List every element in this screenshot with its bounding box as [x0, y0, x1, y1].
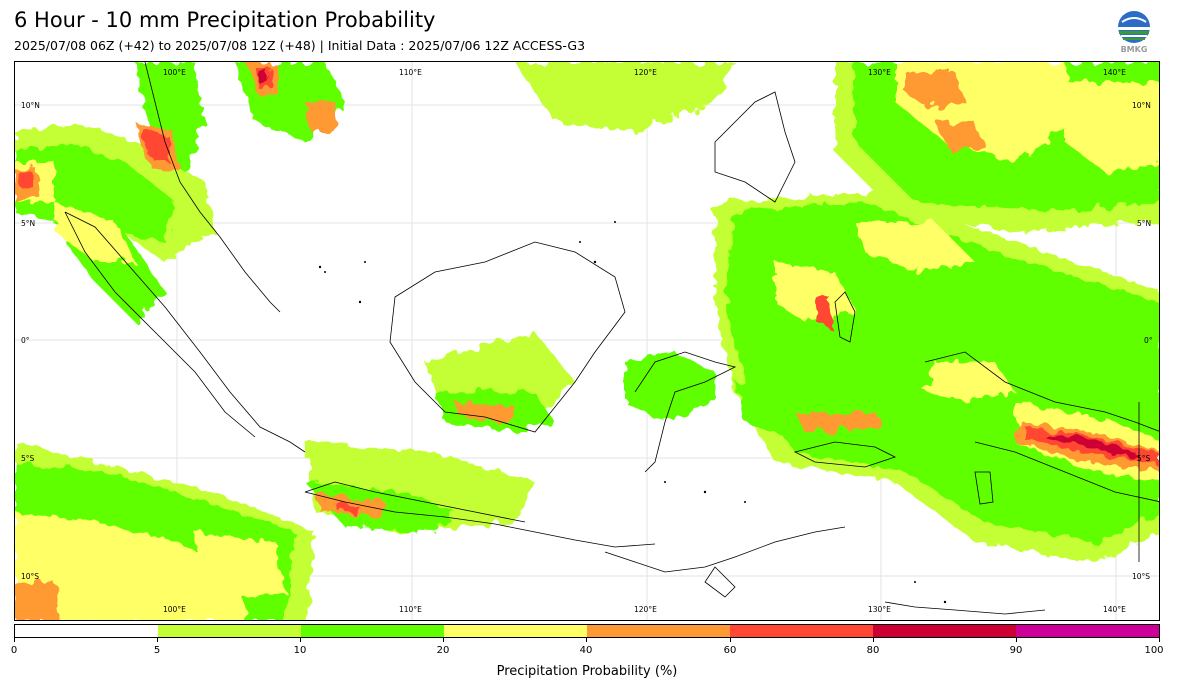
lon-label-top: 140°E [1103, 68, 1126, 77]
lat-label-right: 0° [1144, 336, 1153, 345]
colorbar-tick [300, 638, 301, 642]
colorbar-tick [586, 638, 587, 642]
lon-label-top: 110°E [399, 68, 422, 77]
colorbar-tick-label: 5 [153, 645, 161, 656]
colorbar-tick-label: 60 [723, 645, 737, 656]
lon-label-top: 130°E [868, 68, 891, 77]
small-islands [318, 221, 947, 604]
colorbar-segment [444, 625, 587, 637]
coastlines [64, 62, 1159, 615]
colorbar-tick-label: 10 [293, 645, 307, 656]
colorbar-tick [873, 638, 874, 642]
colorbar-tick-label: 40 [579, 645, 593, 656]
lat-label-right: 5°N [1137, 219, 1152, 228]
colorbar-tick-label: 100 [1144, 645, 1164, 656]
lat-label-right: 10°N [1132, 101, 1151, 110]
lon-label-top: 120°E [634, 68, 657, 77]
colorbar-tick [1016, 638, 1017, 642]
colorbar-tick [14, 638, 15, 642]
lat-label-left: 5°S [21, 454, 35, 463]
colorbar-tick-label: 80 [866, 645, 880, 656]
colorbar-segment [873, 625, 1016, 637]
colorbar-segment [158, 625, 301, 637]
colorbar-tick-label: 20 [436, 645, 450, 656]
precipitation-map: 100°E 110°E 120°E 130°E 140°E 100°E 110°… [14, 61, 1160, 621]
map-title: 6 Hour - 10 mm Precipitation Probability [14, 8, 436, 32]
map-canvas [15, 62, 1159, 620]
colorbar-tick-label: 0 [10, 645, 18, 656]
lat-label-left: 5°N [21, 219, 36, 228]
map-subtitle: 2025/07/08 06Z (+42) to 2025/07/08 12Z (… [14, 38, 586, 53]
colorbar-segment [1016, 625, 1159, 637]
colorbar-title: Precipitation Probability (%) [496, 664, 678, 679]
lon-label-bottom: 130°E [868, 605, 891, 614]
lat-label-left: 10°S [21, 572, 40, 581]
colorbar [14, 624, 1160, 638]
lon-label-bottom: 110°E [399, 605, 422, 614]
colorbar-segment [15, 625, 158, 637]
logo-text: BMKG [1120, 45, 1148, 54]
lat-label-left: 0° [21, 336, 30, 345]
colorbar-tick [730, 638, 731, 642]
lon-label-bottom: 100°E [163, 605, 186, 614]
lat-label-right: 5°S [1137, 454, 1151, 463]
colorbar-segment [730, 625, 873, 637]
lon-label-bottom: 120°E [634, 605, 657, 614]
colorbar-tick-label: 90 [1009, 645, 1023, 656]
colorbar-tick [157, 638, 158, 642]
bmkg-logo-icon [1118, 11, 1150, 43]
lat-label-left: 10°N [21, 101, 40, 110]
colorbar-tick [443, 638, 444, 642]
colorbar-segment [587, 625, 730, 637]
colorbar-tick [1159, 638, 1160, 642]
probability-field [15, 62, 1159, 620]
lon-label-top: 100°E [163, 68, 186, 77]
lat-label-right: 10°S [1132, 572, 1151, 581]
lon-label-bottom: 140°E [1103, 605, 1126, 614]
colorbar-segment [301, 625, 444, 637]
